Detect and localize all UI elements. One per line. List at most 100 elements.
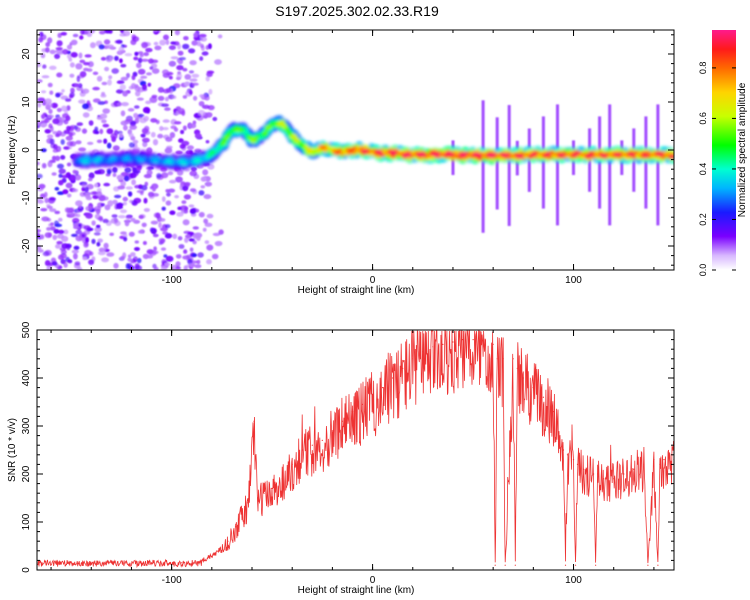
noise-blob bbox=[134, 240, 139, 244]
noise-blob bbox=[88, 120, 94, 126]
noise-blob bbox=[182, 219, 190, 226]
noise-blob bbox=[134, 51, 139, 57]
noise-blob bbox=[170, 45, 175, 50]
noise-blob bbox=[133, 112, 139, 119]
spectral-smear bbox=[656, 104, 660, 226]
noise-blob bbox=[92, 191, 98, 195]
noise-blob bbox=[189, 208, 197, 215]
noise-blob bbox=[42, 64, 47, 69]
snr-point bbox=[382, 387, 384, 389]
colorbar-ticks: 0.0 0.2 0.4 0.6 0.8 bbox=[698, 62, 736, 276]
noise-blob bbox=[188, 70, 195, 74]
snr-point bbox=[516, 367, 518, 369]
noise-blob bbox=[149, 66, 154, 70]
noise-blob bbox=[51, 155, 57, 161]
noise-blob bbox=[148, 58, 154, 64]
snr-point bbox=[494, 564, 496, 566]
snr-marks bbox=[37, 330, 674, 569]
noise-blob bbox=[191, 82, 199, 86]
noise-blob bbox=[51, 102, 58, 109]
noise-blob bbox=[85, 205, 93, 212]
y-tick-label: 400 bbox=[21, 369, 32, 386]
noise-blob bbox=[84, 249, 92, 257]
noise-blob bbox=[55, 244, 61, 249]
noise-blob bbox=[101, 81, 108, 86]
noise-blob bbox=[94, 126, 99, 132]
noise-blob bbox=[206, 244, 214, 251]
noise-blob bbox=[146, 254, 153, 259]
noise-blob bbox=[98, 44, 105, 50]
noise-blob bbox=[60, 139, 65, 145]
noise-blob bbox=[95, 224, 101, 229]
ridge-blob bbox=[147, 159, 152, 163]
noise-blob bbox=[50, 142, 56, 149]
noise-blob bbox=[54, 155, 61, 161]
snr-point bbox=[181, 562, 183, 564]
noise-blob bbox=[84, 193, 91, 198]
noise-blob bbox=[40, 234, 45, 240]
noise-blob bbox=[118, 133, 124, 138]
noise-blob bbox=[194, 264, 202, 269]
noise-blob bbox=[120, 63, 127, 68]
noise-blob bbox=[129, 172, 137, 179]
noise-blob bbox=[66, 125, 72, 131]
noise-blob bbox=[79, 35, 84, 40]
noise-blob bbox=[124, 220, 130, 227]
noise-blob bbox=[152, 139, 159, 146]
noise-blob bbox=[69, 212, 76, 217]
noise-blob bbox=[207, 105, 215, 111]
noise-blob bbox=[68, 145, 73, 150]
noise-blob bbox=[162, 69, 169, 75]
snr-point bbox=[227, 540, 229, 542]
ridge-blob bbox=[267, 125, 273, 129]
snr-point bbox=[311, 444, 313, 446]
noise-blob bbox=[132, 256, 138, 262]
noise-blob bbox=[37, 61, 42, 68]
noise-blob bbox=[92, 195, 99, 200]
snr-point bbox=[247, 502, 249, 504]
noise-blob bbox=[58, 173, 63, 178]
noise-blob bbox=[125, 186, 133, 190]
noise-blob bbox=[53, 228, 60, 234]
noise-blob bbox=[180, 129, 185, 135]
noise-blob bbox=[122, 90, 128, 97]
noise-blob bbox=[203, 218, 209, 224]
snr-point bbox=[623, 473, 625, 475]
noise-blob bbox=[196, 41, 202, 47]
noise-blob bbox=[45, 102, 53, 109]
ridge-blob bbox=[127, 158, 133, 162]
noise-blob bbox=[130, 252, 136, 257]
snr-ylabel: SNR (10 * v/v) bbox=[7, 418, 18, 482]
noise-blob bbox=[138, 113, 145, 118]
noise-blob bbox=[181, 200, 187, 205]
noise-blob bbox=[48, 223, 53, 227]
noise-blob bbox=[96, 75, 103, 82]
noise-blob bbox=[52, 118, 60, 125]
snr-point bbox=[597, 473, 599, 475]
noise-blob bbox=[143, 208, 150, 212]
noise-blob bbox=[141, 127, 149, 134]
noise-blob bbox=[88, 172, 95, 179]
ridge-blob bbox=[207, 153, 213, 158]
noise-blob bbox=[97, 238, 103, 243]
noise-blob bbox=[38, 36, 44, 43]
snr-point bbox=[583, 468, 585, 470]
noise-blob bbox=[65, 182, 73, 189]
noise-blob bbox=[86, 68, 93, 72]
noise-blob bbox=[169, 210, 176, 215]
noise-blob bbox=[111, 214, 118, 218]
noise-blob bbox=[161, 103, 169, 107]
snr-point bbox=[542, 396, 545, 398]
noise-blob bbox=[165, 147, 173, 152]
noise-blob bbox=[81, 128, 88, 134]
ridge-blob bbox=[518, 154, 524, 159]
noise-blob bbox=[157, 133, 164, 139]
spectral-smear bbox=[556, 104, 559, 226]
noise-blob bbox=[200, 185, 206, 189]
ridge-blob bbox=[154, 160, 160, 164]
noise-blob bbox=[46, 134, 54, 139]
noise-blob bbox=[212, 232, 221, 237]
noise-blob bbox=[179, 143, 186, 149]
noise-blob bbox=[51, 261, 58, 266]
noise-blob bbox=[40, 193, 46, 199]
